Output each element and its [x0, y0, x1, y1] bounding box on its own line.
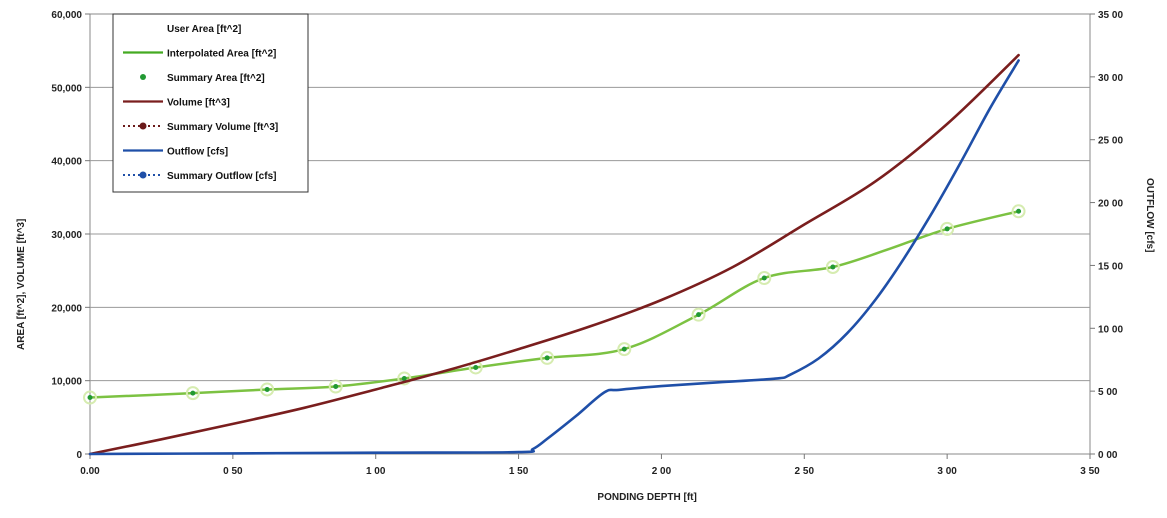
legend-box [112, 13, 309, 193]
summary-area-ft-2-point [1016, 208, 1022, 214]
legend-item-summary-volume-ft-3: Summary Volume [ft^3] [123, 122, 278, 133]
summary-area-ft-2-point [944, 226, 950, 232]
summary-area-ft-2-point [87, 395, 93, 401]
legend-item-user-area-ft-2: User Area [ft^2] [167, 24, 241, 35]
y-right-tick-label: 35 00 [1098, 10, 1123, 21]
summary-area-ft-2-halo [540, 350, 555, 365]
y-left-tick-label: 10,000 [51, 377, 82, 388]
y-left-tick-label: 40,000 [51, 157, 82, 168]
y-axis-left-title: AREA [ft^2], VOLUME [ft^3] [16, 219, 27, 350]
legend-item-summary-outflow-cfs: Summary Outflow [cfs] [123, 171, 276, 182]
x-tick-label: 2 00 [652, 466, 672, 477]
x-axis-title: PONDING DEPTH [ft] [597, 492, 696, 503]
x-tick-label: 0 50 [223, 466, 243, 477]
summary-area-ft-2-point [401, 375, 407, 381]
summary-area-ft-2-point [621, 346, 627, 352]
y-right-tick-label: 25 00 [1098, 136, 1123, 147]
x-tick-label: 3 50 [1080, 466, 1100, 477]
summary-area-ft-2-halo [825, 260, 840, 274]
summary-area-ft-2-halo [940, 221, 955, 236]
legend-item-user-area-ft-2-label: User Area [ft^2] [167, 24, 241, 35]
summary-area-ft-2-point [544, 355, 550, 361]
legend-item-summary-area-ft-2: Summary Area [ft^2] [140, 73, 265, 84]
summary-area-ft-2-halo [397, 371, 412, 386]
summary-area-ft-2-halo [757, 271, 772, 285]
series-group [83, 53, 1026, 456]
x-tick-label: 0.00 [80, 466, 100, 477]
axes: 0 10,000 20,000 30,000 40,000 50,000 60,000 0 0… [51, 10, 1123, 477]
legend-item-summary-volume-ft-3-label: Summary Volume [ft^3] [167, 122, 278, 133]
legend-item-summary-outflow-cfs-swatch [139, 171, 147, 179]
legend-item-interpolated-area-ft-2-label: Interpolated Area [ft^2] [167, 49, 276, 60]
y-left-tick-label: 0 [76, 450, 82, 461]
y-right-tick-label: 30 00 [1098, 73, 1123, 84]
summary-area-ft-2-halo [260, 382, 275, 397]
summary-area-ft-2-point [190, 390, 196, 396]
legend-item-summary-volume-ft-3-swatch [139, 122, 147, 130]
y-right-tick-label: 15 00 [1098, 261, 1123, 272]
summary-area-ft-2-halo [1011, 204, 1026, 219]
x-tick-label: 2 50 [795, 466, 815, 477]
y-right-tick-label: 10 00 [1098, 324, 1123, 335]
summary-area-ft-2-halo [185, 386, 200, 401]
y-right-tick-label: 0 00 [1098, 450, 1118, 461]
outflow-cfs-line [88, 59, 1020, 456]
legend-item-summary-area-ft-2-label: Summary Area [ft^2] [167, 73, 265, 84]
summary-area-ft-2-halo [328, 379, 343, 394]
summary-area-ft-2-point [830, 264, 836, 270]
legend-item-summary-area-ft-2-swatch [140, 74, 146, 80]
legend-item-summary-outflow-cfs-label: Summary Outflow [cfs] [167, 171, 276, 182]
interpolated-area-ft-2-line [88, 210, 1020, 399]
y-left-tick-label: 60,000 [51, 10, 82, 21]
summary-area-ft-2-point [264, 386, 270, 392]
y-right-tick-label: 20 00 [1098, 199, 1123, 210]
volume-ft-3-line [88, 53, 1020, 456]
legend-item-volume-ft-3: Volume [ft^3] [123, 98, 230, 109]
legend-item-volume-ft-3-label: Volume [ft^3] [167, 98, 230, 109]
y-left-tick-label: 20,000 [51, 303, 82, 314]
y-left-tick-label: 50,000 [51, 83, 82, 94]
x-tick-label: 1 00 [366, 466, 386, 477]
y-right-tick-label: 5 00 [1098, 387, 1118, 398]
y-left-tick-label: 30,000 [51, 230, 82, 241]
summary-area-ft-2-halo [617, 342, 632, 357]
x-tick-label: 3 00 [937, 466, 957, 477]
y-axis-right-title: OUTFLOW [cfs] [1144, 178, 1155, 252]
legend-item-interpolated-area-ft-2: Interpolated Area [ft^2] [123, 49, 276, 60]
summary-area-ft-2-point [473, 364, 479, 370]
summary-area-ft-2-halo [83, 390, 97, 405]
summary-area-ft-2-point [333, 384, 339, 390]
summary-area-ft-2-point [696, 312, 702, 318]
legend-item-outflow-cfs: Outflow [cfs] [123, 147, 228, 158]
summary-area-ft-2-halo [691, 307, 706, 322]
x-tick-label: 1 50 [509, 466, 529, 477]
legend: User Area [ft^2] Interpolated Area [ft^2]… [112, 13, 309, 193]
legend-item-outflow-cfs-label: Outflow [cfs] [167, 147, 228, 158]
summary-area-ft-2-point [761, 275, 767, 281]
